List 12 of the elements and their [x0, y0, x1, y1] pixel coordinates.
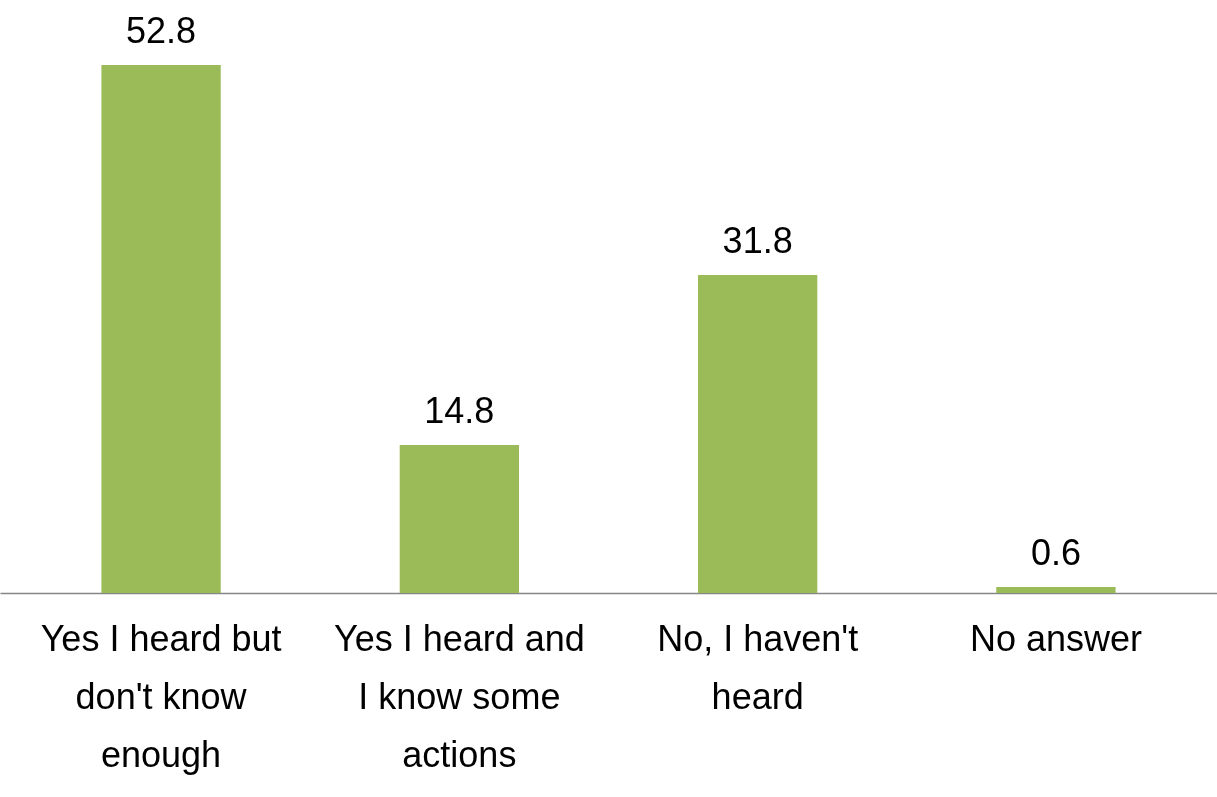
bar	[996, 587, 1116, 593]
data-label: 0.6	[1030, 532, 1081, 573]
bar	[101, 65, 221, 593]
x-tick-label: Yes I heard and I know some actions	[333, 618, 585, 775]
x-tick-label: Yes I heard but don't know enough	[40, 618, 282, 775]
data-label: 52.8	[126, 10, 197, 51]
bar	[697, 275, 818, 593]
data-label: 14.8	[424, 390, 495, 431]
x-tick-label: No, I haven't heard	[657, 618, 859, 717]
data-label: 31.8	[722, 220, 793, 261]
x-tick-label: No answer	[969, 618, 1142, 659]
bar	[399, 445, 520, 593]
